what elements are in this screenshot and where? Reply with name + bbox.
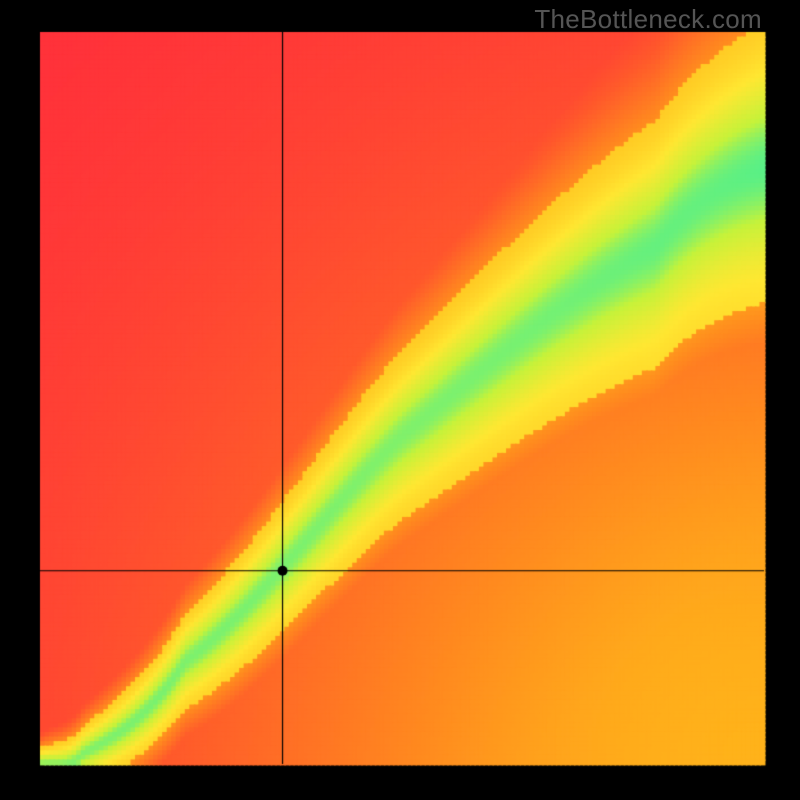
watermark-text: TheBottleneck.com	[534, 4, 762, 35]
bottleneck-heatmap-chart	[0, 0, 800, 800]
